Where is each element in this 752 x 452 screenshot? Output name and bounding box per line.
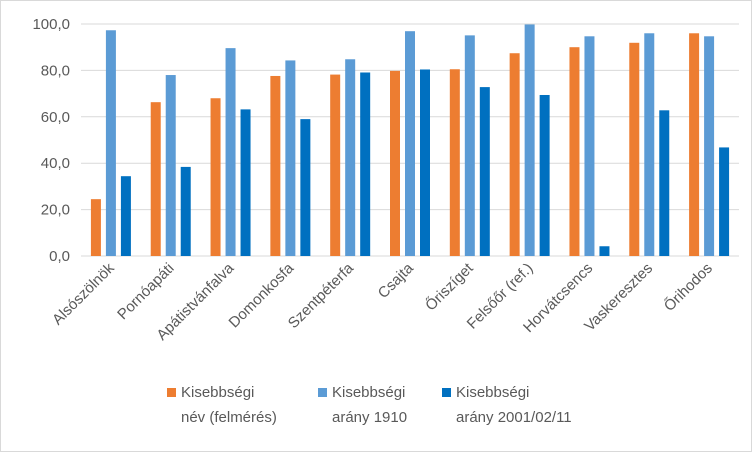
- bar-2-Domonkosfa: [285, 60, 296, 257]
- bar-3-Őriszíget: [479, 87, 490, 256]
- legend-label: név (felmérés): [181, 409, 277, 426]
- bar-2-Alsószölnök: [105, 30, 116, 256]
- bar-3-Pornóapáti: [180, 166, 191, 256]
- bar-2-Felsőőr (ref.): [524, 24, 535, 256]
- y-tick-label: 100,0: [32, 16, 70, 33]
- x-tick-label: Csajta: [375, 259, 418, 302]
- x-tick-label: Alsószölnök: [49, 259, 118, 328]
- y-tick-label: 60,0: [41, 109, 70, 126]
- bar-2-Apátistvánfalva: [225, 48, 236, 257]
- bar-2-Horvátcsencs: [584, 36, 595, 256]
- bars: [90, 24, 730, 257]
- bar-1-Horvátcsencs: [569, 47, 580, 257]
- legend-label: Kisebbségi: [456, 384, 529, 401]
- bar-2-Pornóapáti: [165, 75, 176, 256]
- bar-2-Vaskeresztes: [644, 33, 655, 256]
- legend-swatch: [167, 388, 176, 397]
- x-axis-tick-labels: AlsószölnökPornóapátiApátistvánfalvaDomo…: [49, 259, 716, 344]
- bar-3-Vaskeresztes: [659, 110, 670, 256]
- bar-1-Apátistvánfalva: [210, 98, 221, 257]
- legend-swatch: [442, 388, 451, 397]
- bar-3-Apátistvánfalva: [240, 109, 251, 256]
- bar-3-Felsőőr (ref.): [539, 94, 550, 256]
- y-axis-tick-labels: 0,0 20,0 40,0 60,0 80,0 100,0: [32, 16, 70, 265]
- bar-2-Szentpéterfa: [345, 59, 356, 256]
- y-tick-label: 0,0: [49, 248, 70, 265]
- legend-label: arány 2001/02/11: [456, 409, 572, 426]
- bar-1-Csajta: [390, 70, 400, 256]
- bar-2-Őriszíget: [464, 35, 475, 257]
- y-tick-label: 20,0: [41, 202, 70, 219]
- bar-3-Horvátcsencs: [599, 246, 610, 256]
- bar-1-Vaskeresztes: [629, 42, 640, 257]
- bar-2-Csajta: [405, 31, 415, 256]
- legend-swatch: [318, 388, 327, 397]
- legend: Kisebbségi név (felmérés) Kisebbségi arány …: [167, 384, 572, 426]
- y-tick-label: 80,0: [41, 62, 70, 79]
- x-tick-label: Szentpéterfa: [285, 259, 358, 332]
- bar-2-Őrihodos: [704, 36, 715, 256]
- y-tick-label: 40,0: [41, 155, 70, 172]
- bar-1-Felsőőr (ref.): [509, 53, 520, 257]
- bar-1-Őrihodos: [689, 33, 700, 256]
- bar-1-Alsószölnök: [90, 199, 101, 256]
- legend-label: Kisebbségi: [181, 384, 254, 401]
- x-tick-label: Őrihodos: [661, 260, 716, 315]
- bar-3-Szentpéterfa: [360, 72, 371, 256]
- x-tick-label: Őriszíget: [422, 259, 477, 314]
- bar-1-Pornóapáti: [150, 102, 161, 257]
- legend-label: Kisebbségi: [332, 384, 405, 401]
- legend-label: arány 1910: [332, 409, 407, 426]
- x-tick-label: Pornóapáti: [114, 260, 177, 323]
- bar-3-Őrihodos: [719, 147, 730, 256]
- bar-3-Alsószölnök: [120, 176, 131, 256]
- bar-1-Szentpéterfa: [330, 74, 341, 257]
- bar-1-Domonkosfa: [270, 75, 281, 256]
- bar-3-Csajta: [420, 69, 430, 256]
- bar-1-Őriszíget: [449, 69, 460, 257]
- bar-3-Domonkosfa: [300, 119, 311, 257]
